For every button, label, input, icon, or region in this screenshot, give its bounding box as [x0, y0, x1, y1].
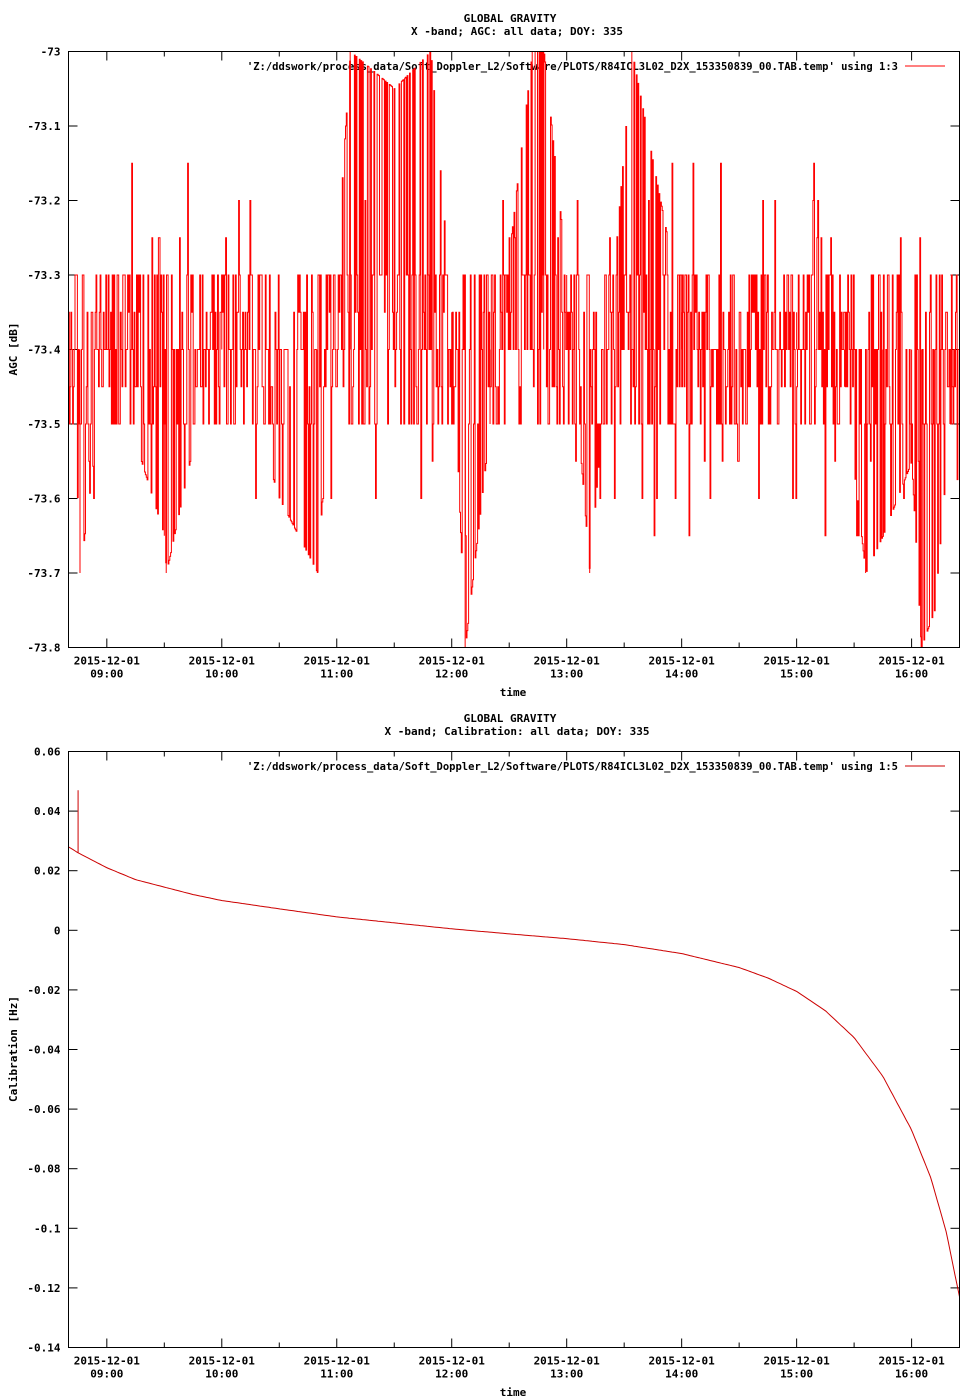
agc-y-tick-label: -73.6: [27, 493, 60, 506]
calibration-y-tick-label: 0.06: [34, 746, 61, 759]
calibration-y-tick-label: 0.04: [34, 805, 61, 818]
calibration-series-line: [68, 846, 960, 1297]
agc-x-tick-date: 2015-12-01: [534, 655, 601, 668]
agc-x-tick-time: 16:00: [895, 668, 928, 681]
agc-x-tick-date: 2015-12-01: [878, 655, 945, 668]
calibration-y-axis-label: Calibration [Hz]: [7, 996, 20, 1102]
calibration-x-tick-time: 10:00: [205, 1368, 238, 1381]
calibration-y-tick-label: -0.04: [27, 1044, 60, 1057]
agc-series-line: [68, 51, 960, 648]
calibration-y-tick-label: -0.02: [27, 984, 60, 997]
agc-x-tick-time: 09:00: [90, 668, 123, 681]
agc-x-tick-date: 2015-12-01: [419, 655, 486, 668]
calibration-legend-text: 'Z:/ddswork/process_data/Soft_Doppler_L2…: [247, 761, 898, 773]
agc-x-tick-date: 2015-12-01: [304, 655, 371, 668]
calibration-x-tick-time: 09:00: [90, 1368, 123, 1381]
agc-x-tick-date: 2015-12-01: [189, 655, 256, 668]
calibration-x-tick-date: 2015-12-01: [878, 1355, 945, 1368]
agc-y-tick-label: -73.7: [27, 567, 60, 580]
agc-chart-subtitle: X -band; AGC: all data; DOY: 335: [411, 25, 623, 38]
calibration-x-tick-time: 12:00: [435, 1368, 468, 1381]
calibration-x-tick-date: 2015-12-01: [304, 1355, 371, 1368]
calibration-x-tick-time: 15:00: [780, 1368, 813, 1381]
agc-y-tick-label: -73: [41, 46, 61, 59]
agc-x-tick-date: 2015-12-01: [649, 655, 716, 668]
calibration-x-tick-date: 2015-12-01: [649, 1355, 716, 1368]
agc-x-tick-date: 2015-12-01: [764, 655, 831, 668]
agc-x-axis-label: time: [500, 686, 527, 699]
calibration-chart-subtitle: X -band; Calibration: all data; DOY: 335: [385, 725, 650, 738]
calibration-x-tick-date: 2015-12-01: [74, 1355, 141, 1368]
calibration-x-tick-date: 2015-12-01: [189, 1355, 256, 1368]
agc-y-tick-label: -73.3: [27, 269, 60, 282]
calibration-x-tick-date: 2015-12-01: [764, 1355, 831, 1368]
calibration-chart-title: GLOBAL GRAVITY: [464, 712, 557, 725]
calibration-y-tick-label: 0.02: [34, 865, 61, 878]
agc-legend-text: 'Z:/ddswork/process_data/Soft_Doppler_L2…: [247, 61, 898, 73]
calibration-x-tick-date: 2015-12-01: [534, 1355, 601, 1368]
calibration-x-axis-label: time: [500, 1386, 527, 1399]
agc-x-tick-time: 11:00: [320, 668, 353, 681]
calibration-y-tick-label: -0.14: [27, 1342, 60, 1355]
calibration-plot-frame: [68, 751, 960, 1348]
agc-y-tick-label: -73.1: [27, 120, 60, 133]
calibration-x-tick-time: 11:00: [320, 1368, 353, 1381]
agc-y-tick-label: -73.2: [27, 195, 60, 208]
calibration-y-tick-label: -0.12: [27, 1282, 60, 1295]
agc-x-tick-time: 15:00: [780, 668, 813, 681]
agc-plot-frame: [68, 51, 960, 648]
calibration-x-tick-time: 13:00: [550, 1368, 583, 1381]
calibration-y-tick-label: -0.08: [27, 1163, 60, 1176]
agc-y-axis-label: AGC [dB]: [7, 323, 20, 376]
agc-x-tick-time: 12:00: [435, 668, 468, 681]
agc-chart-title: GLOBAL GRAVITY: [464, 12, 557, 25]
agc-y-tick-label: -73.8: [27, 642, 60, 655]
agc-x-tick-time: 13:00: [550, 668, 583, 681]
agc-chart: GLOBAL GRAVITY X -band; AGC: all data; D…: [7, 12, 960, 699]
agc-x-tick-time: 14:00: [665, 668, 698, 681]
calibration-x-tick-time: 14:00: [665, 1368, 698, 1381]
calibration-x-tick-time: 16:00: [895, 1368, 928, 1381]
calibration-x-tick-date: 2015-12-01: [419, 1355, 486, 1368]
calibration-y-tick-label: 0: [54, 924, 61, 937]
calibration-y-tick-label: -0.06: [27, 1103, 60, 1116]
agc-x-tick-time: 10:00: [205, 668, 238, 681]
agc-x-tick-date: 2015-12-01: [74, 655, 141, 668]
calibration-chart: GLOBAL GRAVITY X -band; Calibration: all…: [7, 712, 960, 1399]
agc-y-tick-label: -73.4: [27, 344, 60, 357]
calibration-y-tick-label: -0.1: [34, 1222, 61, 1235]
agc-y-tick-label: -73.5: [27, 418, 60, 431]
